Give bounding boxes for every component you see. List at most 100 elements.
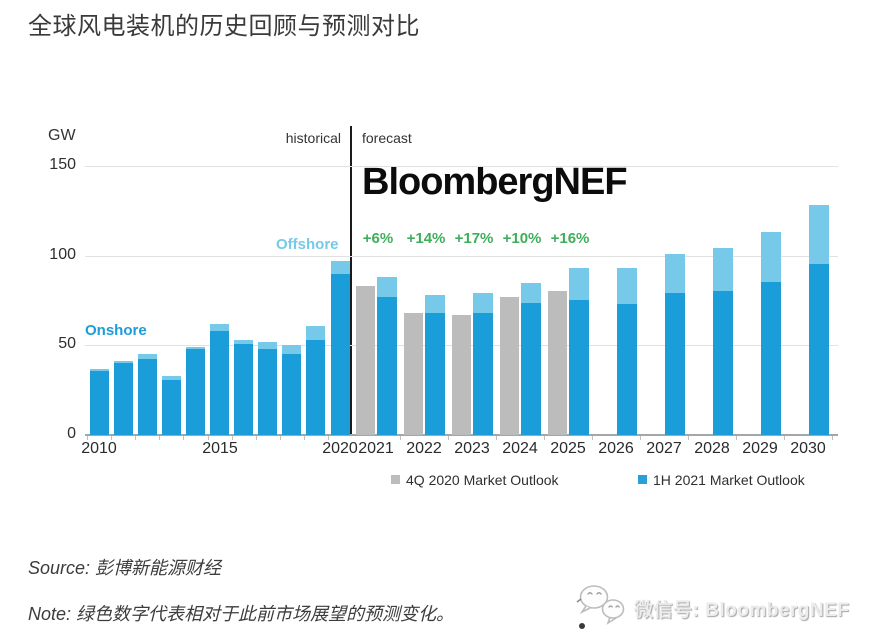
- legend-item-1h-2021: 1H 2021 Market Outlook: [638, 471, 805, 488]
- historical-offshore-segment-2019: [306, 326, 325, 340]
- x-axis-tick: [688, 436, 689, 440]
- y-axis-tick-label: 50: [58, 335, 76, 352]
- historical-offshore-segment-2018: [282, 345, 301, 354]
- y-axis-tick-label: 150: [49, 156, 76, 173]
- forecast-gray-bar-2024: [500, 297, 519, 435]
- x-axis-tick: [232, 436, 233, 440]
- x-axis-label-2027: 2027: [646, 440, 682, 457]
- forecast-gray-bar-2021: [356, 286, 375, 435]
- historical-offshore-segment-2016: [234, 340, 253, 344]
- forecast-gray-bar-2022: [404, 313, 423, 435]
- x-axis-tick: [400, 436, 401, 440]
- forecast-blue-bar-2021: [377, 277, 397, 435]
- x-axis-tick: [256, 436, 257, 440]
- legend-label: 1H 2021 Market Outlook: [653, 471, 805, 488]
- historical-bar-2017: [258, 342, 277, 435]
- x-axis-label-2010: 2010: [81, 440, 117, 457]
- forecast-offshore-segment-2024: [521, 283, 541, 303]
- x-axis-tick: [280, 436, 281, 440]
- forecast-offshore-segment-2022: [425, 295, 445, 313]
- x-axis-label-2030: 2030: [790, 440, 826, 457]
- historical-offshore-segment-2015: [210, 324, 229, 331]
- forecast-blue-bar-2028: [713, 248, 733, 435]
- onshore-series-label: Onshore: [85, 322, 147, 339]
- historical-bar-2015: [210, 324, 229, 435]
- x-axis-tick: [208, 436, 209, 440]
- historical-bar-2014: [186, 347, 205, 435]
- forecast-offshore-segment-2023: [473, 293, 493, 313]
- gridline-150: [85, 166, 838, 167]
- x-axis-tick: [87, 436, 88, 440]
- legend-label: 4Q 2020 Market Outlook: [406, 471, 559, 488]
- forecast-blue-bar-2029: [761, 232, 781, 435]
- historical-bar-2013: [162, 376, 181, 435]
- forecast-offshore-segment-2027: [665, 254, 685, 293]
- wechat-watermark: 微信号: BloombergNEF: [576, 583, 849, 634]
- forecast-offshore-segment-2028: [713, 248, 733, 291]
- x-axis-tick: [135, 436, 136, 440]
- historical-offshore-segment-2010: [90, 369, 109, 371]
- historical-offshore-segment-2014: [186, 347, 205, 349]
- historical-offshore-segment-2020: [331, 261, 350, 274]
- historical-offshore-segment-2017: [258, 342, 277, 349]
- legend-swatch: [638, 475, 647, 484]
- historical-offshore-segment-2013: [162, 376, 181, 380]
- historical-section-label: historical: [285, 130, 341, 146]
- x-axis-tick: [159, 436, 160, 440]
- note-line: Note: 绿色数字代表相对于此前市场展望的预测变化。: [28, 604, 455, 624]
- forecast-blue-bar-2024: [521, 283, 541, 435]
- x-axis-label-2025: 2025: [550, 440, 586, 457]
- x-axis-label-2023: 2023: [454, 440, 490, 457]
- forecast-change-label-2023: +17%: [454, 230, 494, 247]
- gridline-100: [85, 256, 838, 257]
- historical-bar-2016: [234, 340, 253, 435]
- x-axis-tick: [592, 436, 593, 440]
- x-axis-tick: [640, 436, 641, 440]
- forecast-change-label-2025: +16%: [550, 230, 590, 247]
- x-axis-label-2026: 2026: [598, 440, 634, 457]
- x-axis-line: [85, 434, 838, 436]
- historical-bar-2020: [331, 261, 350, 435]
- x-axis-tick: [736, 436, 737, 440]
- legend-item-4q-2020: 4Q 2020 Market Outlook: [391, 471, 559, 488]
- x-axis-tick: [183, 436, 184, 440]
- x-axis-tick: [304, 436, 305, 440]
- forecast-section-label: forecast: [362, 130, 412, 146]
- forecast-blue-bar-2027: [665, 254, 685, 435]
- historical-offshore-segment-2012: [138, 354, 157, 359]
- legend-swatch: [391, 475, 400, 484]
- forecast-blue-bar-2026: [617, 268, 637, 435]
- x-axis-label-2021: 2021: [358, 440, 394, 457]
- forecast-change-label-2022: +14%: [406, 230, 446, 247]
- historical-bar-2012: [138, 354, 157, 435]
- x-axis-label-2020: 2020: [322, 440, 358, 457]
- x-axis-tick: [328, 436, 329, 440]
- forecast-gray-bar-2025: [548, 291, 567, 435]
- x-axis-tick: [784, 436, 785, 440]
- forecast-offshore-segment-2021: [377, 277, 397, 297]
- forecast-blue-bar-2023: [473, 293, 493, 435]
- forecast-blue-bar-2025: [569, 268, 589, 435]
- x-axis-tick: [111, 436, 112, 440]
- x-axis-tick: [448, 436, 449, 440]
- historical-bar-2010: [90, 369, 109, 435]
- x-axis-tick: [832, 436, 833, 440]
- x-axis-label-2029: 2029: [742, 440, 778, 457]
- wechat-icon: [576, 583, 628, 634]
- page-title: 全球风电装机的历史回顾与预测对比: [28, 13, 420, 40]
- x-axis-label-2022: 2022: [406, 440, 442, 457]
- historical-forecast-divider: [350, 126, 352, 435]
- historical-bar-2018: [282, 345, 301, 435]
- forecast-offshore-segment-2030: [809, 205, 829, 264]
- bloombergnef-watermark: BloombergNEF: [362, 161, 628, 203]
- source-line: Source: 彭博新能源财经: [28, 558, 222, 578]
- x-axis-tick: [496, 436, 497, 440]
- forecast-change-label-2024: +10%: [502, 230, 542, 247]
- forecast-offshore-segment-2025: [569, 268, 589, 300]
- offshore-series-label: Offshore: [276, 236, 339, 253]
- x-axis-label-2024: 2024: [502, 440, 538, 457]
- forecast-gray-bar-2023: [452, 315, 471, 435]
- historical-bar-2011: [114, 361, 133, 435]
- y-axis-tick-label: 0: [67, 425, 76, 442]
